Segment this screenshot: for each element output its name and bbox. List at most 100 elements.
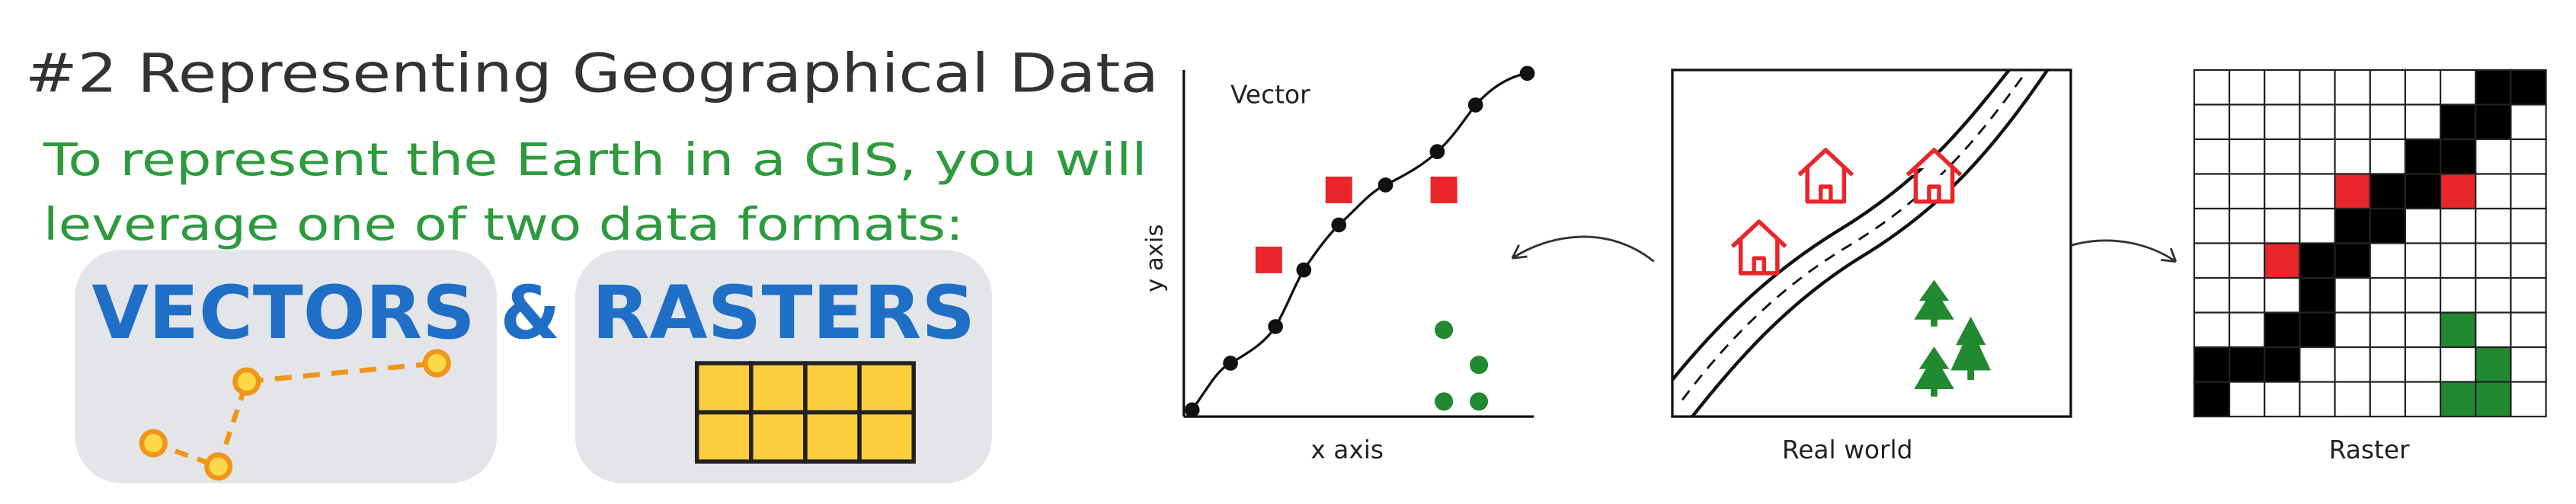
raster-cell xyxy=(2369,69,2407,106)
raster-cell xyxy=(2439,207,2477,244)
raster-cell xyxy=(2264,69,2301,106)
raster-cell xyxy=(2193,242,2231,279)
subtitle-line: To represent the Earth in a GIS, you wil… xyxy=(43,133,1147,186)
raster-icon-cell xyxy=(857,361,916,415)
raster-icon-cell xyxy=(749,410,808,464)
raster-cell xyxy=(2510,276,2547,314)
vector-label: Vector xyxy=(1230,81,1310,110)
raster-cell xyxy=(2334,311,2371,349)
raster-cell xyxy=(2228,207,2266,244)
raster-icon xyxy=(694,361,916,464)
raster-cell xyxy=(2299,346,2336,383)
raster-cell xyxy=(2439,138,2477,175)
raster-cell xyxy=(2334,242,2371,279)
raster-cell xyxy=(2299,69,2336,106)
raster-cell xyxy=(2228,346,2266,383)
raster-cell xyxy=(2299,207,2336,244)
vector-point xyxy=(1519,65,1535,81)
raster-cell xyxy=(2510,381,2547,418)
raster-cell xyxy=(2475,104,2512,141)
vector-point xyxy=(1268,319,1283,334)
raster-cell xyxy=(2334,346,2371,383)
raster-icon-cell xyxy=(749,361,808,415)
raster-cell xyxy=(2228,138,2266,175)
raster-cell xyxy=(2264,207,2301,244)
raster-cell xyxy=(2369,138,2407,175)
vector-squares xyxy=(1255,176,1458,273)
raster-cell xyxy=(2404,207,2442,244)
houses xyxy=(1730,148,1963,276)
raster-cell xyxy=(2510,138,2547,175)
raster-cell xyxy=(2404,173,2442,210)
rasters-heading: RASTERS xyxy=(592,270,975,356)
raster-cell xyxy=(2369,276,2407,314)
raster-cell xyxy=(2228,69,2266,106)
raster-cell xyxy=(2475,69,2512,106)
raster-cell xyxy=(2404,381,2442,418)
raster-cell xyxy=(2193,381,2231,418)
raster-cell xyxy=(2193,276,2231,314)
tree xyxy=(1914,279,1954,327)
raster-cell xyxy=(2369,346,2407,383)
raster-cell xyxy=(2369,104,2407,141)
house xyxy=(1906,148,1963,204)
raster-cell xyxy=(2404,346,2442,383)
subtitle-line: leverage one of two data formats: xyxy=(43,198,964,250)
raster-cell xyxy=(2510,346,2547,383)
raster-cell xyxy=(2404,311,2442,349)
raster-cell xyxy=(2404,69,2442,106)
tree xyxy=(1950,316,1991,380)
raster-cell xyxy=(2439,173,2477,210)
raster-cell xyxy=(2439,381,2477,418)
vectors-background xyxy=(75,250,498,483)
tree xyxy=(1914,346,1954,397)
raster-cell xyxy=(2439,346,2477,383)
raster-cell xyxy=(2510,311,2547,349)
raster-cell xyxy=(2404,138,2442,175)
raster-cell xyxy=(2264,104,2301,141)
raster-cell xyxy=(2439,276,2477,314)
raster-cell xyxy=(2264,242,2301,279)
raster-cell xyxy=(2404,276,2442,314)
vector-point xyxy=(1184,402,1200,418)
vector-green-points xyxy=(1435,321,1489,411)
real-world-label: Real world xyxy=(1782,435,1913,464)
vector-point xyxy=(1429,144,1445,159)
raster-cell xyxy=(2228,311,2266,349)
raster-cell xyxy=(2228,242,2266,279)
raster-cell xyxy=(2193,173,2231,210)
raster-cell xyxy=(2334,104,2371,141)
raster-cell xyxy=(2369,381,2407,418)
raster-cell xyxy=(2510,69,2547,106)
ampersand: & xyxy=(501,270,561,356)
raster-cell xyxy=(2193,346,2231,383)
raster-cell xyxy=(2404,104,2442,141)
raster-icon-cell xyxy=(803,361,862,415)
raster-cell xyxy=(2264,276,2301,314)
raster-cell xyxy=(2264,311,2301,349)
raster-cell xyxy=(2369,207,2407,244)
raster-cell xyxy=(2299,138,2336,175)
raster-cell xyxy=(2334,138,2371,175)
vector-point xyxy=(1467,97,1483,113)
vector-axes xyxy=(1182,69,1534,418)
raster-cell xyxy=(2334,276,2371,314)
vector-points xyxy=(1184,65,1535,418)
raster-cell xyxy=(2264,346,2301,383)
raster-cell xyxy=(2299,242,2336,279)
road xyxy=(1671,69,2050,418)
raster-cell xyxy=(2475,207,2512,244)
raster-cell xyxy=(2193,207,2231,244)
raster-cell xyxy=(2475,138,2512,175)
raster-cell xyxy=(2299,311,2336,349)
raster-cell xyxy=(2264,381,2301,418)
raster-cell xyxy=(2475,242,2512,279)
raster-cell xyxy=(2228,381,2266,418)
raster-cell xyxy=(2510,173,2547,210)
vector-icon xyxy=(139,349,451,481)
raster-cell xyxy=(2228,104,2266,141)
raster-cell xyxy=(2439,311,2477,349)
raster-cell xyxy=(2475,173,2512,210)
